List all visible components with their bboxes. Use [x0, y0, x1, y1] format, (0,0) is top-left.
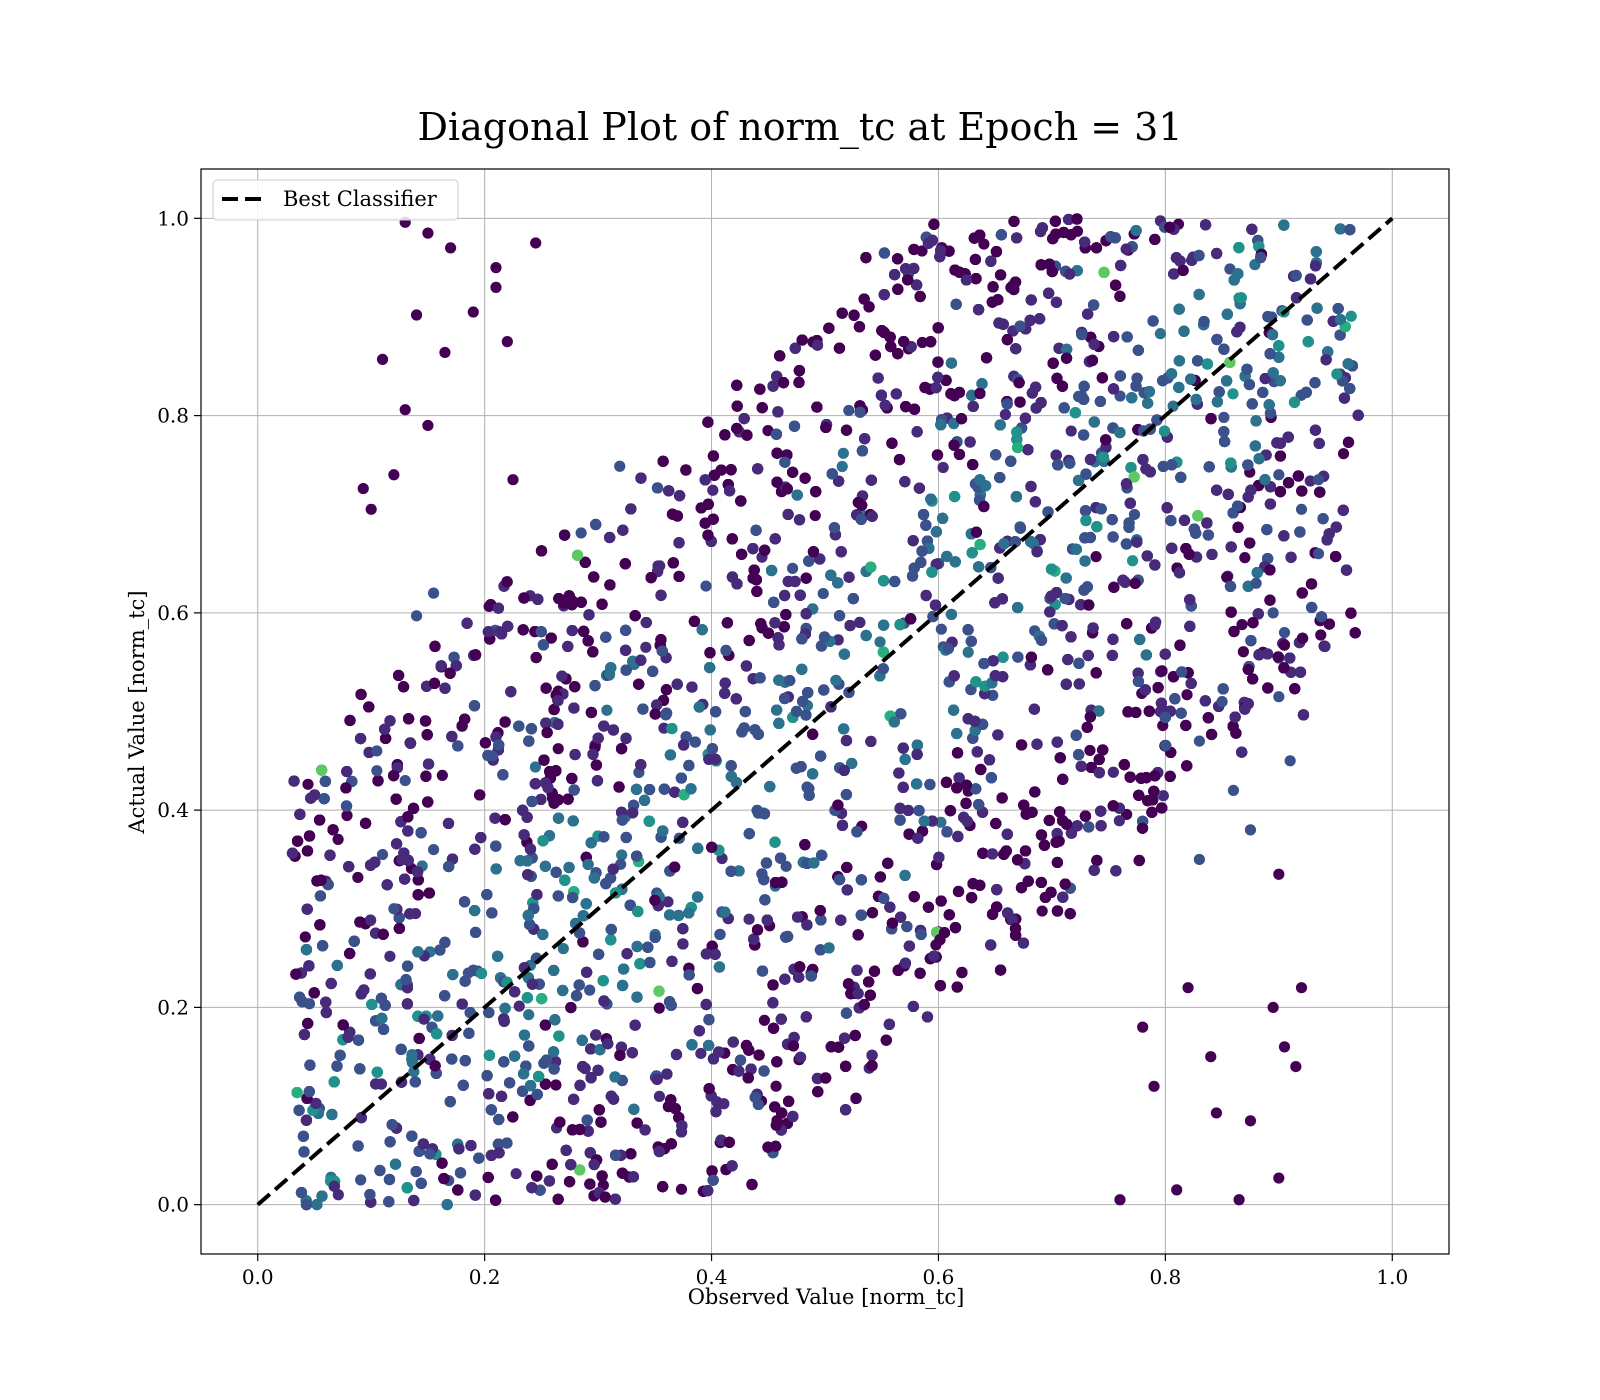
scatter-point — [1218, 411, 1230, 424]
scatter-point — [352, 871, 364, 884]
scatter-point — [1036, 905, 1048, 917]
scatter-point — [935, 816, 947, 828]
scatter-point — [332, 833, 344, 845]
scatter-point — [1121, 808, 1133, 821]
chart-title: Diagonal Plot of norm_tc at Epoch = 31 — [417, 105, 1182, 150]
scatter-point — [837, 447, 849, 459]
scatter-point — [653, 1090, 666, 1102]
scatter-point — [1128, 508, 1141, 521]
scatter-point — [937, 461, 949, 474]
scatter-point — [1181, 689, 1193, 701]
scatter-point — [1157, 790, 1169, 802]
scatter-point — [653, 1002, 665, 1014]
scatter-point — [1107, 766, 1119, 778]
scatter-point — [1315, 629, 1327, 641]
scatter-point — [700, 580, 712, 592]
scatter-point — [1237, 646, 1249, 658]
scatter-point — [1154, 328, 1166, 340]
scatter-point — [1114, 390, 1126, 402]
scatter-point — [1090, 551, 1102, 563]
scatter-point — [658, 722, 670, 734]
scatter-point — [809, 509, 821, 522]
scatter-point — [1345, 310, 1357, 322]
scatter-point — [1227, 388, 1239, 400]
scatter-point — [1239, 552, 1251, 564]
scatter-point — [1084, 744, 1096, 757]
scatter-point — [355, 1174, 367, 1186]
scatter-point — [302, 778, 314, 790]
data-points — [286, 213, 1364, 1211]
scatter-point — [1304, 475, 1316, 487]
scatter-point — [557, 943, 569, 955]
scatter-point — [510, 1168, 522, 1180]
scatter-point — [675, 1183, 688, 1195]
scatter-point — [770, 1080, 782, 1092]
scatter-point — [843, 404, 855, 417]
scatter-point — [529, 761, 542, 773]
scatter-point — [384, 950, 396, 962]
scatter-point — [513, 1000, 525, 1012]
scatter-point — [978, 238, 990, 250]
scatter-point — [743, 913, 755, 925]
scatter-point — [999, 408, 1011, 421]
scatter-point — [662, 896, 674, 908]
scatter-point — [707, 484, 719, 496]
scatter-point — [550, 1079, 562, 1091]
scatter-point — [786, 562, 799, 574]
scatter-point — [1126, 555, 1139, 567]
scatter-point — [874, 636, 886, 648]
scatter-point — [762, 424, 774, 437]
scatter-point — [916, 336, 928, 349]
scatter-point — [332, 1189, 344, 1201]
scatter-point — [523, 1009, 535, 1021]
scatter-point — [616, 849, 628, 861]
scatter-point — [1337, 448, 1350, 460]
scatter-point — [299, 931, 311, 943]
scatter-point — [1065, 425, 1077, 437]
scatter-point — [962, 646, 974, 658]
scatter-point — [601, 704, 613, 716]
scatter-point — [817, 587, 829, 600]
scatter-point — [935, 623, 947, 635]
scatter-point — [780, 860, 792, 872]
scatter-point — [836, 460, 848, 473]
scatter-point — [1113, 815, 1125, 827]
scatter-point — [758, 1014, 771, 1026]
scatter-point — [552, 743, 564, 755]
scatter-point — [695, 1047, 707, 1060]
scatter-point — [832, 634, 844, 646]
scatter-point — [614, 460, 626, 472]
scatter-point — [640, 641, 652, 653]
scatter-point — [341, 809, 353, 822]
scatter-point — [584, 984, 596, 996]
scatter-point — [575, 527, 587, 539]
scatter-point — [436, 769, 448, 782]
scatter-point — [1236, 619, 1248, 631]
